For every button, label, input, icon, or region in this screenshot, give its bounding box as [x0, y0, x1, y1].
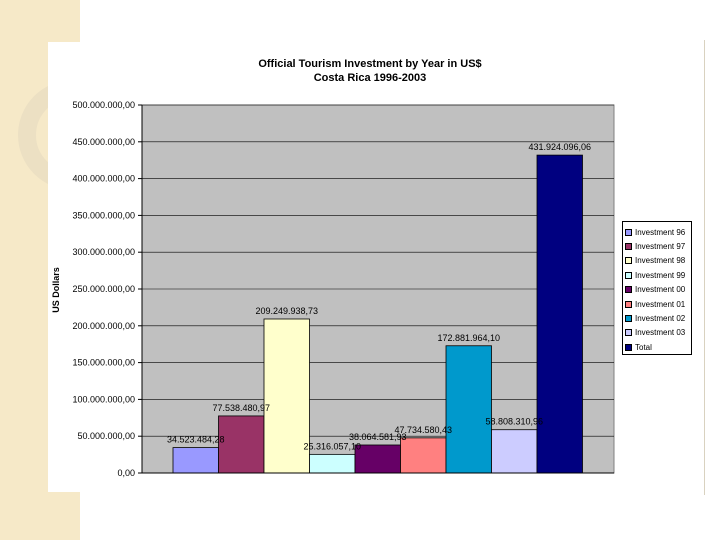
y-tick-label: 250.000.000,00 [72, 284, 135, 294]
legend-swatch [625, 243, 632, 251]
legend-label: Investment 98 [635, 256, 686, 266]
bar [309, 453, 356, 474]
y-axis-ticks: 0,00 50.000.000,00 100.000.000,00 150.000.0… [72, 100, 142, 478]
bar [536, 154, 583, 474]
legend-swatch [625, 329, 632, 337]
chart-subtitle: Costa Rica 1996-2003 [313, 72, 427, 84]
bar [354, 444, 401, 474]
y-tick-label: 100.000.000,00 [72, 394, 135, 404]
legend: Investment 96 Investment 97 Investment 98 I… [622, 221, 692, 355]
y-tick-label: 500.000.000,00 [72, 100, 135, 110]
chart-title: Official Tourism Investment by Year in U… [258, 58, 482, 70]
legend-item: Investment 02 [625, 311, 689, 325]
legend-swatch [625, 271, 632, 279]
legend-item: Total [625, 340, 689, 354]
legend-swatch [625, 257, 632, 265]
legend-label: Total [635, 342, 652, 352]
bar-value-label: 34.523.484,28 [167, 435, 225, 445]
y-tick-label: 450.000.000,00 [72, 137, 135, 147]
y-tick-label: 0,00 [117, 468, 135, 478]
bars [172, 154, 583, 474]
legend-item: Investment 98 [625, 254, 689, 268]
slide-divider-line [704, 40, 705, 495]
bar-value-label: 47.734.580,43 [394, 425, 452, 435]
y-axis-label: US Dollars [51, 267, 61, 313]
legend-label: Investment 01 [635, 299, 686, 309]
legend-label: Investment 96 [635, 227, 686, 237]
y-tick-label: 150.000.000,00 [72, 358, 135, 368]
bar-value-label: 209.249.938,73 [255, 306, 318, 316]
chart-title-block: Official Tourism Investment by Year in U… [120, 57, 620, 85]
legend-item: Investment 96 [625, 225, 689, 239]
legend-label: Investment 02 [635, 314, 686, 324]
legend-label: Investment 00 [635, 285, 686, 295]
y-tick-label: 200.000.000,00 [72, 321, 135, 331]
y-tick-label: 50.000.000,00 [77, 431, 135, 441]
bar-value-label: 25.316.057,10 [303, 441, 361, 451]
legend-label: Investment 97 [635, 242, 686, 252]
bar-value-label: 172.881.964,10 [437, 333, 500, 343]
legend-item: Investment 99 [625, 268, 689, 282]
legend-label: Investment 99 [635, 270, 686, 280]
legend-label: Investment 03 [635, 328, 686, 338]
bar [218, 415, 265, 474]
bar [172, 447, 219, 474]
bar-value-label: 77.538.480,97 [212, 403, 270, 413]
bar-value-label: 431.924.096,06 [528, 142, 591, 152]
legend-swatch [625, 315, 632, 323]
y-tick-label: 300.000.000,00 [72, 247, 135, 257]
bar [445, 345, 492, 474]
legend-item: Investment 97 [625, 239, 689, 253]
bar-value-label: 38.064.581,93 [349, 432, 407, 442]
legend-item: Investment 03 [625, 326, 689, 340]
bar-value-label: 58.808.310,96 [485, 417, 543, 427]
y-tick-label: 400.000.000,00 [72, 174, 135, 184]
legend-item: Investment 01 [625, 297, 689, 311]
y-tick-label: 350.000.000,00 [72, 210, 135, 220]
bar [263, 318, 310, 474]
data-labels: 34.523.484,28 77.538.480,97 209.249.938,73… [167, 142, 591, 451]
legend-swatch [625, 286, 632, 294]
legend-swatch [625, 300, 632, 308]
legend-swatch [625, 343, 632, 351]
bar [491, 429, 538, 474]
legend-swatch [625, 228, 632, 236]
legend-item: Investment 00 [625, 283, 689, 297]
bar [400, 437, 447, 474]
